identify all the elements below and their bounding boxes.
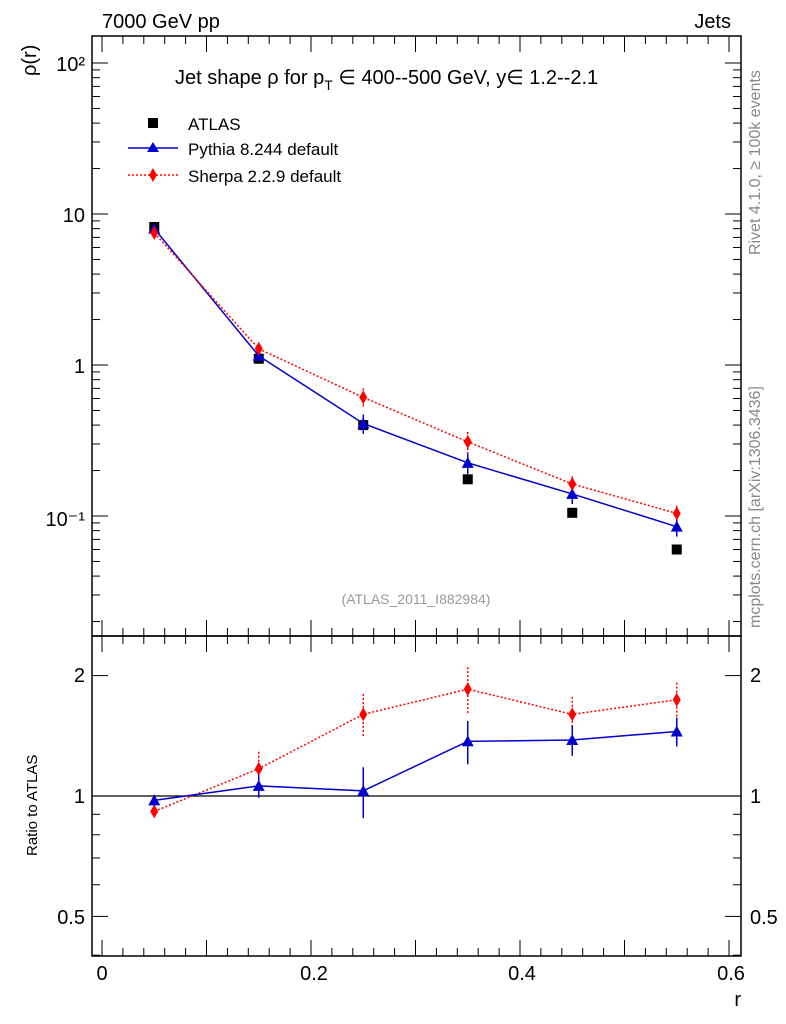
ratio-point-sherpa (672, 692, 681, 707)
legend-label-pythia: Pythia 8.244 default (188, 140, 339, 159)
x-tick-label-2: 0.4 (508, 963, 536, 985)
legend: ATLAS Pythia 8.244 default Sherpa 2.2.9 … (128, 115, 341, 186)
ratio-point-sherpa (254, 761, 263, 776)
main-title: Jet shape ρ for pT ∈ 400--500 GeV, y∈ 1.… (175, 67, 598, 93)
x-tick-label-1: 0.2 (300, 963, 328, 985)
main-point-pythia (461, 456, 474, 468)
ratio-line-sherpa (153, 688, 677, 813)
ratio-point-pythia (670, 725, 683, 737)
main-y-tick-label-3: 10² (56, 54, 85, 76)
ratio-panel: Ratio to ATLAS 0.5 1 2 0.5 1 2 0 0.2 0.4… (24, 635, 778, 1011)
main-point-sherpa (150, 225, 159, 240)
legend-marker-pythia (147, 142, 159, 152)
ratio-line-pythia (154, 730, 677, 802)
main-point-sherpa (568, 476, 577, 491)
ratio-point-pythia (566, 734, 579, 746)
ratio-point-sherpa (359, 707, 368, 722)
main-point-sherpa (359, 390, 368, 405)
main-data-series (148, 222, 683, 555)
main-title-part-b: ∈ 400--500 GeV, y∈ 1.2--2.1 (333, 67, 598, 89)
legend-label-sherpa: Sherpa 2.2.9 default (188, 167, 341, 186)
main-y-tick-label-2: 10 (63, 205, 85, 227)
ratio-y-tick-label-right-1: 1 (750, 786, 761, 808)
ratio-y-tick-label-right-0: 0.5 (750, 907, 778, 929)
main-line-sherpa (153, 232, 677, 515)
main-point-sherpa (463, 434, 472, 449)
ratio-y-tick-label-left-0: 0.5 (57, 907, 85, 929)
main-axis-ticks (92, 36, 741, 636)
main-point-atlas (567, 507, 578, 518)
ratio-point-sherpa (463, 682, 472, 697)
main-panel: ρ(r) Jet shape ρ for pT ∈ 400--500 GeV, … (19, 35, 742, 637)
ratio-point-pythia (252, 779, 265, 791)
ratio-y-tick-label-right-2: 2 (750, 665, 761, 687)
ratio-y-label: Ratio to ATLAS (24, 755, 41, 856)
main-title-part-a: Jet shape ρ for p (175, 67, 324, 89)
ratio-y-tick-label-left-1: 1 (74, 786, 85, 808)
ratio-point-pythia (357, 784, 370, 796)
main-point-pythia (566, 487, 579, 499)
main-point-sherpa (672, 506, 681, 521)
header-left: 7000 GeV pp (102, 11, 220, 33)
ratio-point-pythia (148, 794, 161, 806)
ratio-y-tick-label-left-2: 2 (74, 665, 85, 687)
main-y-label: ρ(r) (19, 45, 41, 76)
main-line-pythia (153, 228, 677, 528)
main-y-tick-label-0: 10⁻¹ (46, 509, 86, 531)
header-right: Jets (694, 11, 731, 33)
main-point-sherpa (254, 341, 263, 356)
side-label-bottom: mcplots.cern.ch [arXiv:1306.3436] (747, 386, 764, 628)
x-axis-label: r (734, 989, 741, 1011)
ratio-axis-ticks (92, 636, 741, 956)
side-label-top: Rivet 4.1.0, ≥ 100k events (747, 70, 764, 255)
x-tick-label-3: 0.6 (717, 963, 745, 985)
main-title-subscript: T (324, 77, 333, 93)
main-point-pythia (357, 417, 370, 429)
main-y-tick-label-1: 1 (74, 356, 85, 378)
ratio-point-sherpa (150, 804, 159, 819)
ratio-data-series (148, 667, 683, 819)
main-point-atlas (462, 474, 473, 485)
main-point-pythia (670, 520, 683, 532)
watermark: (ATLAS_2011_I882984) (342, 591, 491, 607)
main-point-atlas (671, 544, 682, 555)
x-tick-label-0: 0 (96, 963, 107, 985)
ratio-point-pythia (461, 735, 474, 747)
legend-marker-sherpa (149, 168, 157, 182)
legend-label-atlas: ATLAS (188, 115, 241, 134)
ratio-point-sherpa (568, 707, 577, 722)
legend-marker-atlas (148, 118, 158, 128)
